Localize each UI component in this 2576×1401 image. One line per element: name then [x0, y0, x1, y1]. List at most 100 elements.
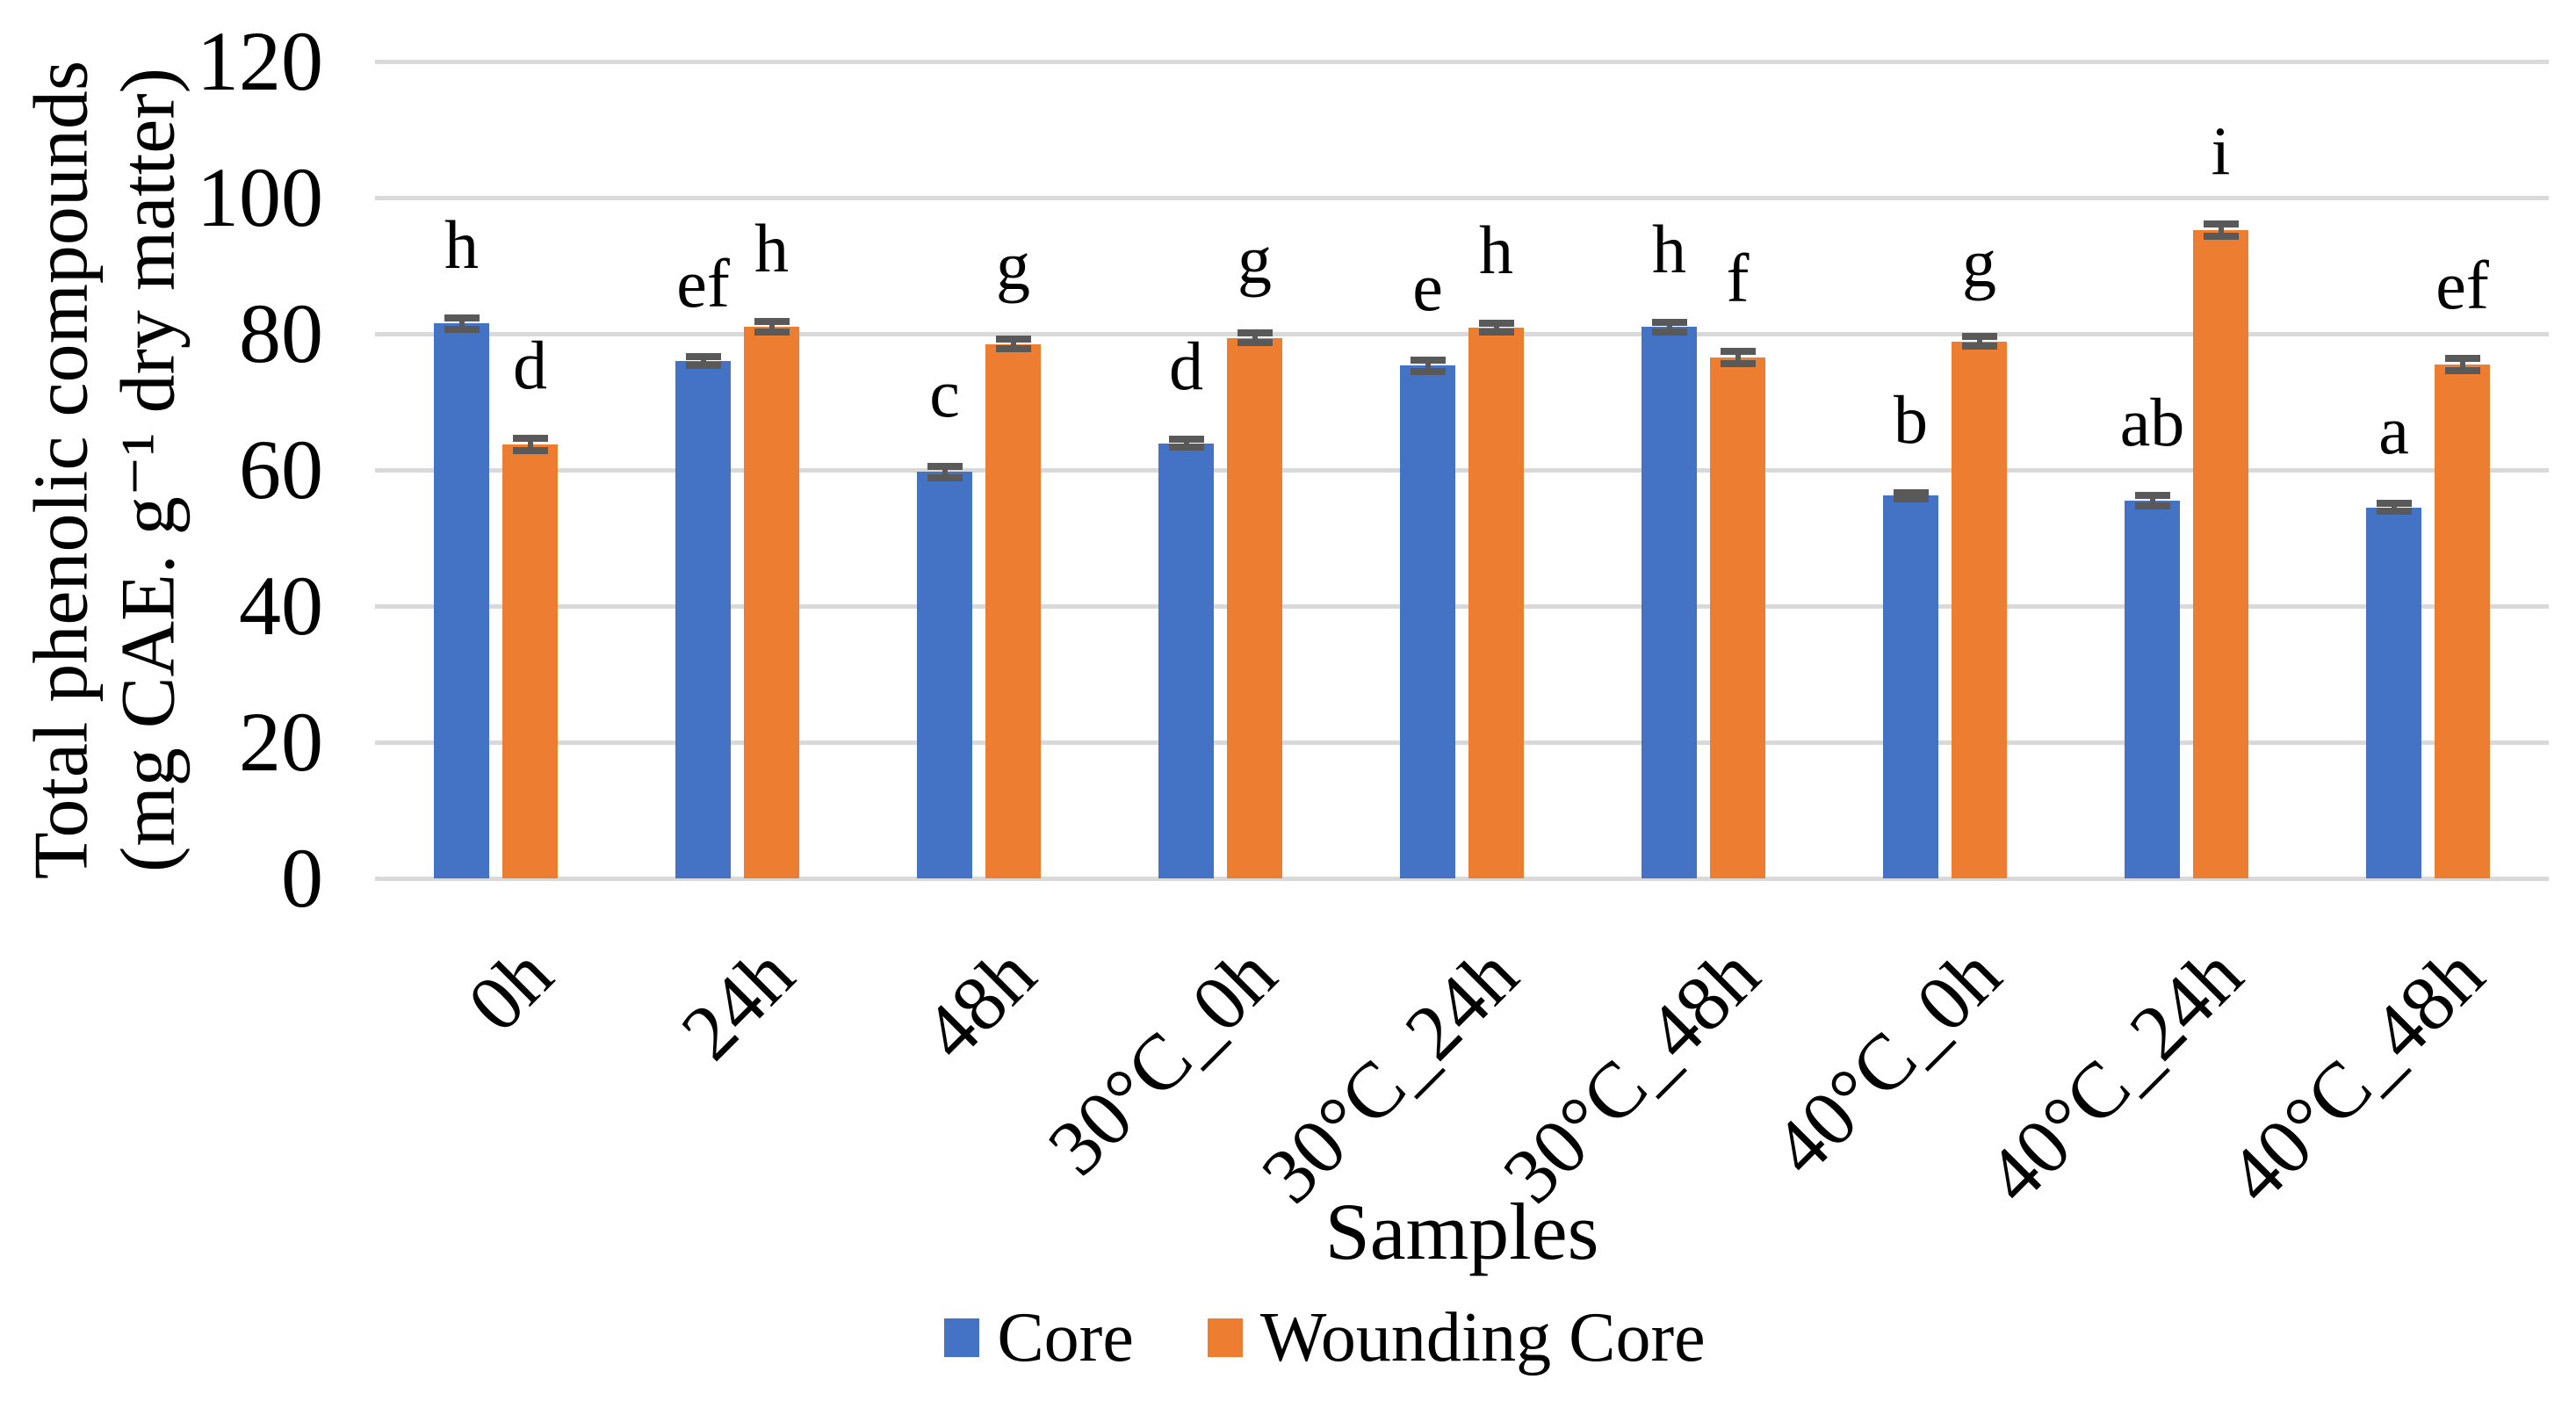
bar-core [2366, 507, 2421, 878]
bar-slot: a [2366, 61, 2421, 878]
gridline [375, 195, 2549, 200]
error-bar-stem [1976, 336, 1982, 346]
gridline [375, 740, 2549, 745]
significance-letter: h [1652, 210, 1686, 287]
error-bar-cap-bottom [1651, 328, 1687, 336]
error-bar-stem [2218, 224, 2224, 237]
bar-core [2125, 500, 2180, 878]
bar-wounding-core [2193, 230, 2248, 878]
bar-wounding-core [1227, 337, 1282, 878]
error-bar-stem [527, 437, 533, 451]
bar-slot: ef [2435, 61, 2490, 878]
error-bar-stem [2459, 357, 2465, 371]
significance-letter: e [1412, 249, 1443, 326]
significance-letter: g [996, 227, 1030, 305]
bar-core [1883, 495, 1938, 878]
y-tick-label: 100 [197, 150, 323, 244]
error-bar-stem [1666, 321, 1672, 332]
bar-group-40°C_48h: a ef [2307, 61, 2549, 878]
error-bar-stem [700, 356, 706, 366]
error-bar [1168, 436, 1204, 451]
gridline [375, 59, 2549, 64]
x-tick-label: 24h [664, 930, 811, 1077]
error-bar-cap-bottom [1720, 360, 1756, 368]
bar-slot: c [917, 61, 972, 878]
y-tick-label: 60 [239, 422, 323, 516]
legend-item-wounding-core: Wounding Core [1207, 1303, 1706, 1373]
significance-letter: b [1894, 380, 1928, 458]
x-tick-label: 40°C_24h [1970, 930, 2260, 1220]
error-bar [2376, 499, 2412, 516]
bar-slot: b [1883, 61, 1938, 878]
bar-wounding-core [985, 343, 1041, 878]
plot-area: h d ef h c g d g e h h f b g ab i a ef [375, 59, 2549, 881]
error-bar [754, 318, 790, 336]
x-axis-title: Samples [1324, 1187, 1599, 1276]
y-tick-label: 20 [239, 695, 323, 789]
legend-label-core: Core [997, 1299, 1134, 1376]
y-tick-label: 40 [239, 559, 323, 653]
error-bar [1651, 318, 1687, 336]
significance-letter: c [929, 355, 960, 432]
bar-core [1158, 443, 1214, 878]
error-bar [685, 352, 721, 370]
error-bar-stem [2149, 495, 2155, 507]
x-tick-label: 30°C_24h [1245, 930, 1535, 1220]
error-bar-cap-bottom [444, 325, 480, 333]
bar-slot: d [502, 61, 558, 878]
error-bar-cap-bottom [927, 473, 963, 481]
significance-letter: ef [2435, 246, 2489, 323]
significance-letter: d [1169, 328, 1203, 405]
error-bar-cap-bottom [2376, 508, 2412, 516]
bar-slot: g [985, 61, 1041, 878]
bar-wounding-core [2435, 364, 2490, 878]
x-tick-label: 30°C_48h [1487, 930, 1777, 1220]
bar-slot: h [434, 61, 489, 878]
bar-core [434, 323, 489, 878]
bar-slot: f [1710, 61, 1765, 878]
legend: Core Wounding Core [37, 1303, 2576, 1373]
error-bar [2134, 491, 2170, 510]
error-bar-stem [1493, 322, 1499, 333]
bar-wounding-core [1468, 328, 1524, 878]
bar-slot: d [1158, 61, 1214, 878]
error-bar-cap-bottom [2134, 502, 2170, 510]
error-bar-stem [458, 318, 465, 329]
gridline [375, 603, 2549, 609]
bar-slot: ab [2120, 61, 2184, 878]
error-bar [1893, 488, 1929, 503]
error-bar-stem [1252, 333, 1258, 343]
error-bar [927, 463, 963, 481]
error-bar-cap-bottom [2444, 366, 2480, 374]
error-bar [1720, 348, 1756, 368]
error-bar-stem [2391, 502, 2397, 512]
significance-letter: ab [2119, 383, 2185, 460]
x-tick-label: 0h [451, 930, 569, 1049]
bar-slot: h [1468, 61, 1524, 878]
gridline [375, 331, 2549, 336]
y-tick-label: 0 [281, 831, 323, 925]
error-bar-stem [942, 466, 948, 478]
bar-wounding-core [502, 444, 558, 878]
significance-letter: i [2211, 112, 2231, 190]
bar-slot: g [1952, 61, 2007, 878]
error-bar [2444, 354, 2480, 374]
error-bar-cap-bottom [995, 345, 1031, 353]
bar-slot: ef [675, 61, 731, 878]
bar-group-40°C_24h: ab i [2066, 61, 2307, 878]
error-bar [1237, 329, 1273, 347]
y-tick-label: 80 [239, 286, 323, 380]
error-bar [444, 314, 480, 333]
significance-letter: f [1726, 240, 1750, 317]
bar-core [1400, 365, 1455, 878]
error-bar-cap-bottom [1478, 329, 1514, 336]
x-tick-label: 40°C_48h [2212, 930, 2501, 1220]
significance-letter: h [1479, 211, 1513, 288]
error-bar-cap-bottom [685, 362, 721, 370]
error-bar-cap-bottom [1168, 444, 1204, 451]
x-tick-label: 48h [906, 930, 1052, 1077]
gridline [375, 876, 2549, 881]
